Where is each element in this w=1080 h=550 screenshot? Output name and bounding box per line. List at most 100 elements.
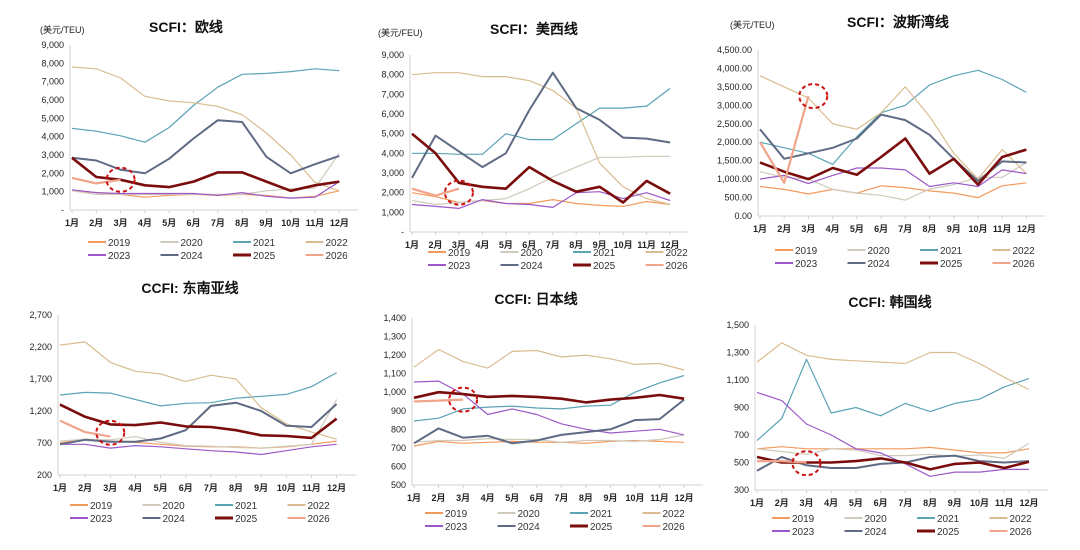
series-line-2020 [411, 155, 671, 206]
legend-label: 2019 [448, 248, 471, 259]
x-tick-label: 10月 [626, 493, 645, 503]
legend-label: 2022 [1013, 246, 1036, 257]
series-line-2022 [413, 348, 685, 371]
legend-item-2026: 2026 [642, 522, 686, 533]
legend-item-2020: 2020 [160, 238, 204, 249]
x-tick-label: 7月 [898, 224, 912, 234]
legend-item-2025: 2025 [573, 261, 616, 272]
series-line-2022 [411, 72, 671, 206]
y-tick-label: 3,000 [381, 168, 404, 178]
y-tick-label: 8,000 [41, 58, 64, 68]
y-tick-label: 1,000 [383, 387, 406, 397]
legend-item-2021: 2021 [233, 238, 276, 249]
legend-label: 2022 [663, 509, 686, 520]
legend-item-2023: 2023 [425, 522, 468, 533]
legend-item-2025: 2025 [917, 527, 960, 538]
series-line-2025 [759, 137, 1027, 186]
series-line-2023 [71, 181, 340, 199]
y-tick-label: 7,000 [41, 77, 64, 87]
x-tick-label: 6月 [874, 498, 888, 508]
legend-label: 2023 [90, 514, 113, 525]
y-tick-label: 200 [37, 470, 52, 480]
legend-label: 2024 [865, 527, 888, 538]
y-tick-label: 4,500.00 [717, 45, 752, 55]
y-tick-label: 8,000 [381, 70, 404, 80]
series-line-2026 [759, 95, 810, 184]
x-tick-label: 2月 [89, 218, 103, 228]
legend-item-2021: 2021 [573, 248, 616, 259]
highlight-circle [105, 166, 136, 193]
chart-title: CCFI: 韩国线 [848, 294, 931, 310]
chart-title: SCFI：波斯湾线 [847, 14, 949, 30]
legend-item-2022: 2022 [287, 501, 330, 512]
x-tick-label: 3月 [799, 498, 813, 508]
legend-item-2026: 2026 [992, 259, 1036, 270]
legend-label: 2025 [593, 261, 616, 272]
legend-item-2026: 2026 [989, 527, 1032, 538]
x-tick-label: 9月 [593, 240, 607, 250]
y-tick-label: 1,000 [41, 187, 64, 197]
legend-label: 2026 [1013, 259, 1036, 270]
legend-label: 2019 [795, 246, 818, 257]
y-tick-label: 2,500.00 [717, 119, 752, 129]
series-line-2026 [757, 460, 807, 464]
legend-item-2020: 2020 [497, 509, 540, 520]
x-tick-label: 3月 [114, 218, 128, 228]
chart-svg: CCFI: 韩国线 300 500 700 900 1,100 1,300 1,500 1月 2月… [726, 294, 1048, 538]
legend-item-2024: 2024 [142, 514, 185, 525]
legend-item-2022: 2022 [989, 514, 1032, 525]
series-line-2019 [756, 446, 1030, 454]
x-tick-label: 10月 [281, 218, 300, 228]
x-tick-label: 3月 [452, 240, 466, 250]
x-tick-label: 5月 [154, 483, 168, 493]
y-tick-label: 300 [734, 485, 749, 495]
series-line-2022 [71, 66, 340, 192]
legend-item-2026: 2026 [287, 514, 330, 525]
legend-item-2020: 2020 [500, 248, 544, 259]
legend-item-2019: 2019 [428, 248, 471, 259]
legend-item-2022: 2022 [992, 246, 1036, 257]
y-tick-label: 1,500.00 [717, 156, 752, 166]
legend-item-2019: 2019 [70, 501, 113, 512]
legend-item-2020: 2020 [142, 501, 185, 512]
legend-label: 2020 [181, 238, 204, 249]
legend-label: 2024 [518, 522, 541, 533]
x-tick-label: 12月 [327, 483, 346, 493]
legend-label: 2026 [663, 522, 686, 533]
series-line-2020 [413, 434, 685, 443]
legend-item-2022: 2022 [645, 248, 689, 259]
series-line-2026 [71, 176, 121, 185]
x-tick-label: 6月 [530, 493, 544, 503]
legend-item-2020: 2020 [847, 246, 890, 257]
y-tick-label: 1,000.00 [717, 174, 752, 184]
x-tick-label: 7月 [554, 493, 568, 503]
y-tick-label: 1,200 [29, 406, 52, 416]
y-tick-label: 1,100 [383, 369, 406, 379]
chart-ccfi-japan: CCFI: 日本线 500 600 700 800 900 1,000 1,100 1,200 1… [360, 280, 715, 550]
y-tick-label: 3,500.00 [717, 82, 752, 92]
y-tick-label: 500 [734, 458, 749, 468]
x-tick-label: 2月 [432, 493, 446, 503]
series-line-2024 [411, 71, 671, 179]
legend-label: 2023 [108, 251, 131, 262]
legend-label: 2021 [235, 501, 258, 512]
series-line-2019 [759, 182, 1027, 199]
legend-item-2023: 2023 [88, 251, 131, 262]
legend-label: 2020 [521, 248, 544, 259]
series-line-2023 [60, 443, 337, 456]
x-tick-label: 11月 [302, 483, 321, 493]
y-tick-label: 800 [391, 424, 406, 434]
y-tick-label: 1,000 [381, 207, 404, 217]
y-axis-unit: (美元/TEU) [40, 24, 85, 35]
legend-item-2024: 2024 [497, 522, 541, 533]
series-line-2022 [756, 342, 1030, 391]
legend-label: 2022 [666, 248, 689, 259]
series-line-2019 [411, 192, 671, 207]
x-tick-label: 11月 [995, 498, 1014, 508]
series-line-2024 [59, 401, 338, 446]
y-tick-label: 1,200 [383, 350, 406, 360]
x-tick-label: 2月 [775, 498, 789, 508]
x-tick-label: 6月 [179, 483, 193, 493]
x-tick-label: 11月 [637, 240, 656, 250]
legend-label: 2019 [108, 238, 131, 249]
